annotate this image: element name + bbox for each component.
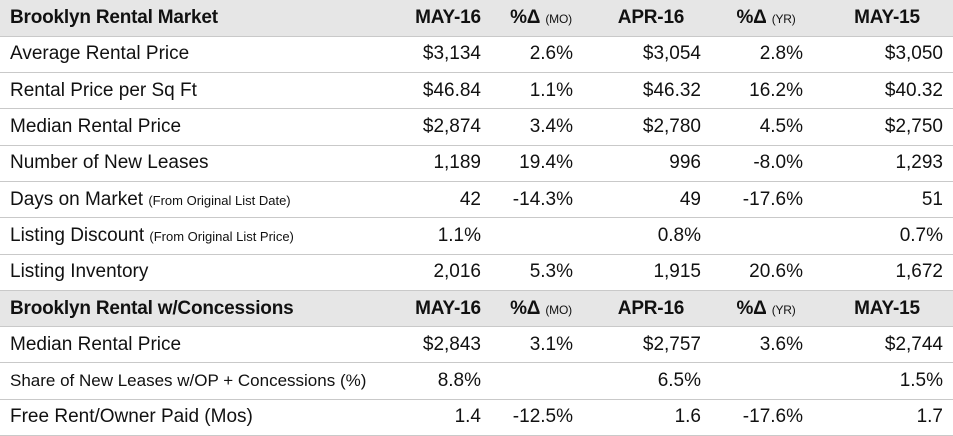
row-note: (From Original List Date) [148, 192, 291, 208]
cell-yr-change: 3.6% [711, 326, 821, 364]
cell-apr16: 1.6 [591, 399, 711, 436]
table-row: Average Rental Price $3,134 2.6% $3,054 … [0, 36, 953, 74]
cell-mo-change: -12.5% [491, 399, 591, 436]
row-label: Listing Discount (From Original List Pri… [0, 217, 405, 255]
cell-apr16: $2,780 [591, 108, 711, 146]
cell-may16: 2,016 [405, 254, 491, 291]
cell-yr-change: -17.6% [711, 181, 821, 219]
section1-col-yr-change: %Δ (YR) [711, 0, 821, 37]
cell-may15: 1,293 [821, 145, 953, 182]
section2-title: Brooklyn Rental w/Concessions [0, 290, 405, 328]
table-row: Days on Market (From Original List Date)… [0, 181, 953, 219]
cell-may16: $2,843 [405, 326, 491, 364]
cell-may15: 51 [821, 181, 953, 219]
row-label: Average Rental Price [0, 36, 405, 74]
cell-may16: 1.4 [405, 399, 491, 436]
row-note: (From Original List Price) [149, 228, 294, 244]
cell-may15: 0.7% [821, 217, 953, 255]
cell-yr-change [711, 217, 821, 255]
row-label: Number of New Leases [0, 145, 405, 182]
cell-mo-change [491, 362, 591, 400]
cell-may15: 1.5% [821, 362, 953, 400]
cell-yr-change: 16.2% [711, 72, 821, 110]
section2-header-row: Brooklyn Rental w/Concessions MAY-16 %Δ … [0, 290, 953, 328]
cell-mo-change: 2.6% [491, 36, 591, 74]
row-label: Free Rent/Owner Paid (Mos) [0, 399, 405, 436]
cell-yr-change: 4.5% [711, 108, 821, 146]
cell-may15: $40.32 [821, 72, 953, 110]
row-label: Median Rental Price [0, 108, 405, 146]
cell-apr16: $3,054 [591, 36, 711, 74]
cell-mo-change: 5.3% [491, 254, 591, 291]
row-label: Listing Inventory [0, 254, 405, 291]
row-label: Rental Price per Sq Ft [0, 72, 405, 110]
cell-yr-change: 20.6% [711, 254, 821, 291]
table-row: Free Rent/Owner Paid (Mos) 1.4 -12.5% 1.… [0, 399, 953, 436]
row-label: Days on Market (From Original List Date) [0, 181, 405, 219]
cell-may16: 1,189 [405, 145, 491, 182]
section1-col-mo-change: %Δ (MO) [491, 0, 591, 37]
cell-yr-change: -17.6% [711, 399, 821, 436]
table-row: Median Rental Price $2,874 3.4% $2,780 4… [0, 108, 953, 146]
cell-apr16: 1,915 [591, 254, 711, 291]
table-row: Rental Price per Sq Ft $46.84 1.1% $46.3… [0, 72, 953, 110]
cell-apr16: 6.5% [591, 362, 711, 400]
cell-mo-change: 19.4% [491, 145, 591, 182]
cell-may15: 1,672 [821, 254, 953, 291]
cell-may16: $46.84 [405, 72, 491, 110]
cell-may16: $2,874 [405, 108, 491, 146]
cell-mo-change [491, 217, 591, 255]
cell-may15: $3,050 [821, 36, 953, 74]
table-row: Number of New Leases 1,189 19.4% 996 -8.… [0, 145, 953, 182]
cell-yr-change [711, 362, 821, 400]
cell-apr16: $2,757 [591, 326, 711, 364]
table-row: Share of New Leases w/OP + Concessions (… [0, 362, 953, 400]
cell-apr16: 49 [591, 181, 711, 219]
section2-col-may16: MAY-16 [405, 290, 491, 328]
row-label: Median Rental Price [0, 326, 405, 364]
cell-yr-change: 2.8% [711, 36, 821, 74]
section1-header-row: Brooklyn Rental Market MAY-16 %Δ (MO) AP… [0, 0, 953, 37]
cell-may16: 8.8% [405, 362, 491, 400]
cell-apr16: 0.8% [591, 217, 711, 255]
section2-col-apr16: APR-16 [591, 290, 711, 328]
section2-col-may15: MAY-15 [821, 290, 953, 328]
cell-may16: 42 [405, 181, 491, 219]
cell-apr16: 996 [591, 145, 711, 182]
section1-title: Brooklyn Rental Market [0, 0, 405, 37]
cell-may16: 1.1% [405, 217, 491, 255]
section2-col-yr-change: %Δ (YR) [711, 290, 821, 328]
cell-mo-change: 3.1% [491, 326, 591, 364]
table-row: Listing Inventory 2,016 5.3% 1,915 20.6%… [0, 254, 953, 291]
section1-col-may16: MAY-16 [405, 0, 491, 37]
cell-may15: $2,744 [821, 326, 953, 364]
cell-yr-change: -8.0% [711, 145, 821, 182]
cell-may15: 1.7 [821, 399, 953, 436]
row-label: Share of New Leases w/OP + Concessions (… [0, 362, 405, 400]
section2-col-mo-change: %Δ (MO) [491, 290, 591, 328]
cell-may15: $2,750 [821, 108, 953, 146]
table-row: Median Rental Price $2,843 3.1% $2,757 3… [0, 326, 953, 364]
section1-col-apr16: APR-16 [591, 0, 711, 37]
cell-may16: $3,134 [405, 36, 491, 74]
cell-mo-change: 1.1% [491, 72, 591, 110]
section1-col-may15: MAY-15 [821, 0, 953, 37]
cell-apr16: $46.32 [591, 72, 711, 110]
cell-mo-change: 3.4% [491, 108, 591, 146]
cell-mo-change: -14.3% [491, 181, 591, 219]
table-row: Listing Discount (From Original List Pri… [0, 217, 953, 255]
